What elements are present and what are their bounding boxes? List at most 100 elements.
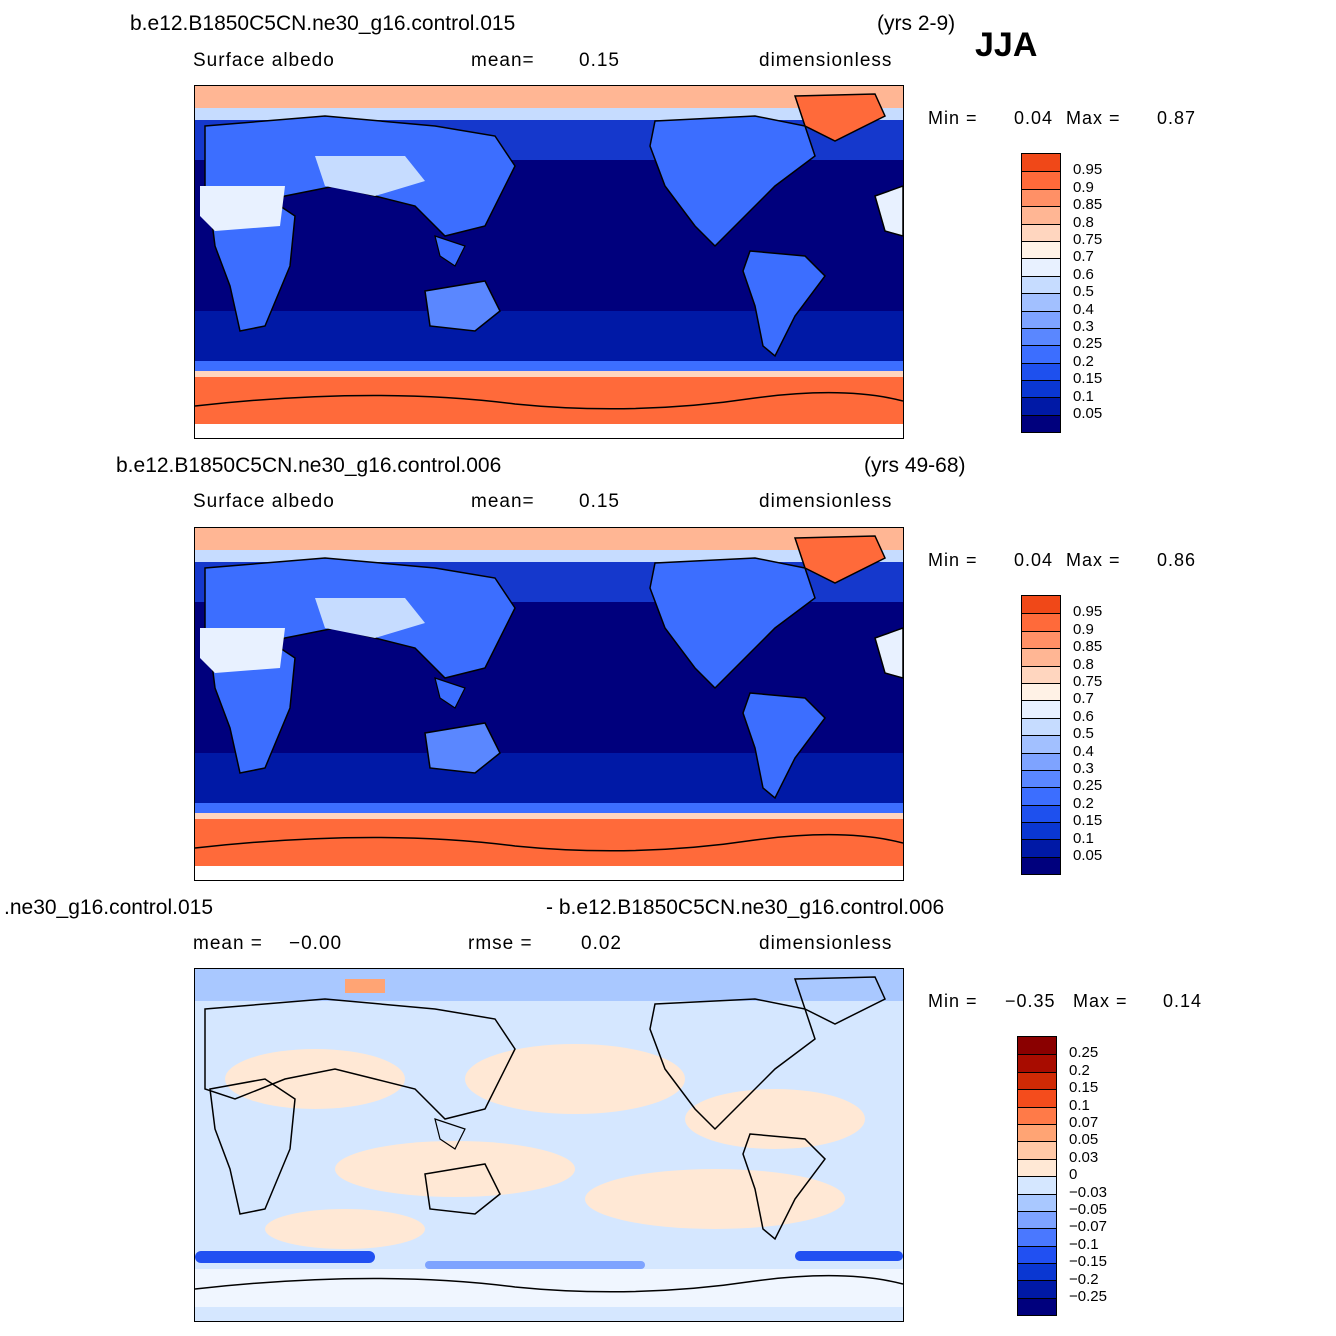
colorbar-tick-label: −0.1	[1069, 1235, 1099, 1253]
colorbar-tick-label: 0.1	[1069, 1096, 1090, 1114]
panel1-period: (yrs 2-9)	[877, 12, 956, 35]
colorbar-swatch	[1018, 1089, 1056, 1107]
panel2-title: b.e12.B1850C5CN.ne30_g16.control.006	[116, 454, 502, 477]
colorbar-tick-label: 0.7	[1073, 248, 1094, 266]
colorbar-swatch	[1022, 752, 1060, 770]
panel3-map	[194, 968, 904, 1322]
continents-layer	[195, 93, 903, 410]
colorbar-swatch	[1022, 769, 1060, 788]
colorbar-tick-label: 0.5	[1073, 725, 1094, 743]
colorbar-swatch	[1018, 1228, 1056, 1246]
colorbar-swatch	[1022, 362, 1060, 381]
colorbar-tick-label: 0.4	[1073, 742, 1094, 760]
panel3-max-label: Max =	[1073, 991, 1128, 1011]
colorbar-swatch	[1022, 630, 1060, 649]
sea-ice-edge	[195, 803, 903, 813]
colorbar-tick-label: 0.95	[1073, 603, 1103, 621]
colorbar-swatch	[1022, 275, 1060, 294]
panel1-max-label: Max =	[1066, 108, 1121, 128]
colorbar-swatch	[1022, 327, 1060, 346]
panel3-mean-value: −0.00	[289, 933, 343, 954]
colorbar-swatch	[1022, 310, 1060, 328]
continents-layer	[195, 976, 903, 1293]
panel2-max-value: 0.86	[1157, 550, 1197, 570]
colorbar-swatch	[1022, 345, 1060, 363]
colorbar-tick-label: −0.25	[1069, 1288, 1107, 1305]
colorbar-swatch	[1022, 822, 1060, 840]
colorbar-tick-label: 0.15	[1073, 812, 1103, 830]
colorbar-swatch	[1018, 1141, 1056, 1159]
panel3-min-label: Min =	[928, 991, 978, 1011]
colorbar-swatch	[1018, 1123, 1056, 1142]
colorbar-tick-label: 0.6	[1073, 265, 1094, 283]
colorbar-swatch	[1022, 717, 1060, 736]
map-bottom-gap	[195, 424, 903, 438]
colorbar-tick-label: 0.75	[1073, 231, 1103, 248]
panel1-title: b.e12.B1850C5CN.ne30_g16.control.015	[130, 12, 516, 35]
antarctic-ice	[195, 377, 903, 424]
panel2-colorbar-swatches	[1021, 595, 1061, 876]
southern-ocean-band	[195, 753, 903, 803]
panel2-min-value: 0.04	[1014, 550, 1054, 570]
panel2-max-label: Max =	[1066, 550, 1121, 570]
colorbar-tick-label: 0.9	[1073, 178, 1094, 196]
colorbar-tick-label: 0.05	[1073, 405, 1103, 422]
panel1-min-label: Min =	[928, 108, 978, 128]
panel3-rmse-label: rmse =	[468, 933, 533, 954]
colorbar-tick-label: 0.5	[1073, 283, 1094, 301]
positive-patches	[225, 1044, 865, 1249]
colorbar-swatch	[1022, 700, 1060, 718]
antarctic-negative-streak-w	[195, 1251, 375, 1263]
panel3-max-value: 0.14	[1163, 991, 1203, 1011]
colorbar-swatch	[1018, 1245, 1056, 1264]
colorbar-swatch	[1022, 154, 1060, 172]
colorbar-tick-label: 0.95	[1073, 161, 1103, 179]
arctic-band	[195, 528, 903, 550]
panel1-mean-label: mean=	[471, 50, 535, 71]
colorbar-tick-label: 0.03	[1069, 1148, 1099, 1166]
sea-ice-rim	[195, 371, 903, 377]
colorbar-tick-label: −0.2	[1069, 1270, 1099, 1288]
colorbar-swatch	[1022, 682, 1060, 701]
colorbar-swatch	[1022, 293, 1060, 311]
colorbar-swatch	[1022, 380, 1060, 398]
colorbar-swatch	[1022, 596, 1060, 614]
arctic-positive-spot	[345, 979, 385, 993]
colorbar-tick-label: 0.7	[1073, 690, 1094, 708]
colorbar-tick-label: 0.8	[1073, 213, 1094, 231]
colorbar-tick-label: 0.05	[1069, 1131, 1099, 1149]
colorbar-swatch	[1018, 1210, 1056, 1229]
colorbar-tick-label: 0.1	[1073, 829, 1094, 847]
panel2-map	[194, 527, 904, 881]
colorbar-tick-label: 0.2	[1073, 794, 1094, 812]
continents-layer	[195, 535, 903, 852]
colorbar-swatch	[1022, 397, 1060, 415]
colorbar-swatch	[1018, 1297, 1056, 1316]
panel1-map	[194, 85, 904, 439]
colorbar-swatch	[1022, 206, 1060, 224]
colorbar-tick-label: 0.25	[1073, 777, 1103, 795]
colorbar-tick-label: 0.07	[1069, 1114, 1099, 1131]
panel2-map-svg	[195, 528, 903, 880]
colorbar-tick-label: 0.4	[1073, 300, 1094, 318]
panel3-title-right: - b.e12.B1850C5CN.ne30_g16.control.006	[546, 896, 945, 919]
colorbar-swatch	[1022, 856, 1060, 875]
panel2-period: (yrs 49-68)	[864, 454, 966, 477]
colorbar-swatch	[1018, 1176, 1056, 1194]
panel1-colorbar-swatches	[1021, 153, 1061, 434]
colorbar-swatch	[1018, 1037, 1056, 1055]
panel3-colorbar	[1017, 1036, 1057, 1317]
colorbar-swatch	[1022, 787, 1060, 805]
colorbar-tick-label: −0.05	[1069, 1201, 1107, 1218]
panel3-mean-label: mean =	[193, 933, 263, 954]
panel3-rmse-value: 0.02	[581, 933, 622, 954]
panel3-min-value: −0.35	[1005, 991, 1056, 1011]
colorbar-tick-label: 0.2	[1069, 1061, 1090, 1079]
panel1-mean-value: 0.15	[579, 50, 620, 71]
colorbar-tick-label: 0.05	[1073, 847, 1103, 864]
colorbar-swatch	[1022, 735, 1060, 753]
panel1-variable: Surface albedo	[193, 50, 335, 71]
colorbar-tick-label: 0.8	[1073, 655, 1094, 673]
colorbar-tick-label: 0.15	[1069, 1079, 1099, 1097]
panel2-variable: Surface albedo	[193, 491, 335, 512]
